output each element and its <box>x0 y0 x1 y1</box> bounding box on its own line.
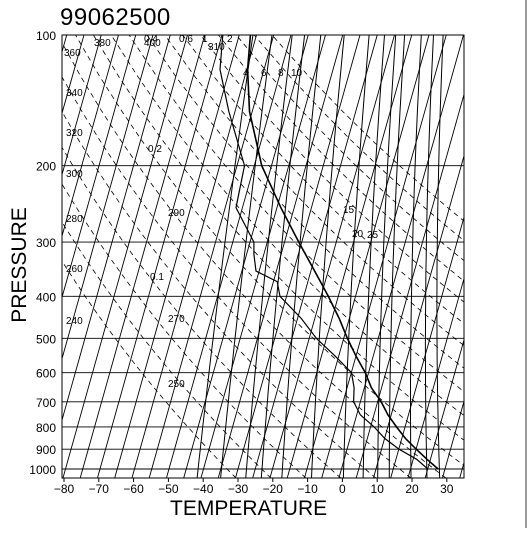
dry-adiabat-240 <box>0 35 236 478</box>
dry-adiabat-270 <box>4 35 341 478</box>
x-tick-label: −30 <box>228 482 249 496</box>
mixing-ratio-label: 8 <box>278 68 284 79</box>
mixing-ratio-label: 15 <box>343 205 355 216</box>
dry-adiabat-label: 340 <box>66 88 83 99</box>
y-tick-label: 400 <box>36 290 56 304</box>
mixing-ratio-0.4 <box>246 35 293 478</box>
isotherm-40 <box>477 32 527 478</box>
mixing-ratio-label: 25 <box>367 230 379 241</box>
isotherm--50 <box>166 32 291 478</box>
isotherm--60 <box>132 32 257 478</box>
y-tick-label: 800 <box>36 421 56 435</box>
dry-adiabat-420 <box>272 35 527 478</box>
dry-adiabat-label: 400 <box>144 38 161 49</box>
isotherm--75 <box>80 32 205 478</box>
y-tick-label: 900 <box>36 443 56 457</box>
y-tick-label: 100 <box>36 29 56 43</box>
mixing-ratio-4 <box>343 35 369 478</box>
y-tick-label: 500 <box>36 332 56 346</box>
y-tick-label: 1000 <box>29 463 56 477</box>
mixing-ratio-15 <box>411 35 422 478</box>
mixing-ratio-2 <box>312 35 345 478</box>
dry-adiabat-340 <box>129 35 527 478</box>
mixing-ratio-label: 20 <box>352 229 364 240</box>
y-tick-label: 700 <box>36 396 56 410</box>
y-tick-label: 200 <box>36 160 56 174</box>
x-tick-label: −50 <box>158 482 179 496</box>
mixing-ratio-label: 6 <box>261 68 267 79</box>
mixing-ratio-25 <box>437 35 443 478</box>
dry-adiabat-label: 240 <box>66 316 83 327</box>
dry-adiabat-label: 320 <box>66 128 83 139</box>
x-axis-label: TEMPERATURE <box>170 497 327 521</box>
dry-adiabat-label: 310 <box>208 42 225 53</box>
mixing-ratio-label: 2 <box>227 34 233 45</box>
isotherm--55 <box>149 32 274 478</box>
y-tick-label: 600 <box>36 367 56 381</box>
isotherm--5 <box>322 32 447 478</box>
x-tick-label: −70 <box>89 482 110 496</box>
mixing-ratio-label: 0.6 <box>179 34 193 45</box>
dry-adiabat-370 <box>183 35 527 478</box>
dry-adiabat-label: 250 <box>168 379 185 390</box>
chart-title: 99062500 <box>60 4 171 32</box>
dry-adiabat-label: 260 <box>66 264 83 275</box>
x-tick-label: 0 <box>339 482 346 496</box>
dry-adiabat-label: 360 <box>64 48 81 59</box>
x-tick-label: 20 <box>405 482 419 496</box>
dry-adiabat-label: 290 <box>168 208 185 219</box>
dry-adiabat-label: 280 <box>66 214 83 225</box>
dry-adiabat-label: 270 <box>168 314 185 325</box>
dry-adiabat-310 <box>76 35 482 478</box>
isotherm--10 <box>304 32 429 478</box>
isotherm-30 <box>442 32 527 478</box>
isotherm-35 <box>460 32 527 478</box>
mixing-ratio-label: 4 <box>243 68 249 79</box>
dewpoint-trace <box>220 35 428 469</box>
x-tick-label: −10 <box>297 482 318 496</box>
dry-adiabat-250 <box>0 35 271 478</box>
isotherm--90 <box>28 32 153 478</box>
isotherm--45 <box>184 32 309 478</box>
x-tick-label: 10 <box>371 482 385 496</box>
y-axis-label: PRESSURE <box>8 207 32 323</box>
dry-adiabat-label: 300 <box>66 169 83 180</box>
dry-adiabat-410 <box>254 35 527 478</box>
mixing-ratio-label: 10 <box>291 68 303 79</box>
dry-adiabat-400 <box>236 35 527 478</box>
isotherm--70 <box>97 32 222 478</box>
dry-adiabat-label: 380 <box>94 38 111 49</box>
isotherm-15 <box>391 32 516 478</box>
x-tick-label: −60 <box>123 482 144 496</box>
isotherm-10 <box>373 32 498 478</box>
y-tick-label: 300 <box>36 236 56 250</box>
x-tick-label: −40 <box>193 482 214 496</box>
dry-adiabat-330 <box>111 35 527 478</box>
mixing-ratio-label: 0.2 <box>148 144 162 155</box>
mixing-ratio-label: 0.1 <box>150 272 164 283</box>
dry-adiabat-390 <box>218 35 527 478</box>
x-tick-label: −80 <box>54 482 75 496</box>
dry-adiabat-260 <box>0 35 306 478</box>
x-tick-label: −20 <box>263 482 284 496</box>
x-tick-label: 30 <box>440 482 454 496</box>
isotherm-5 <box>356 32 481 478</box>
